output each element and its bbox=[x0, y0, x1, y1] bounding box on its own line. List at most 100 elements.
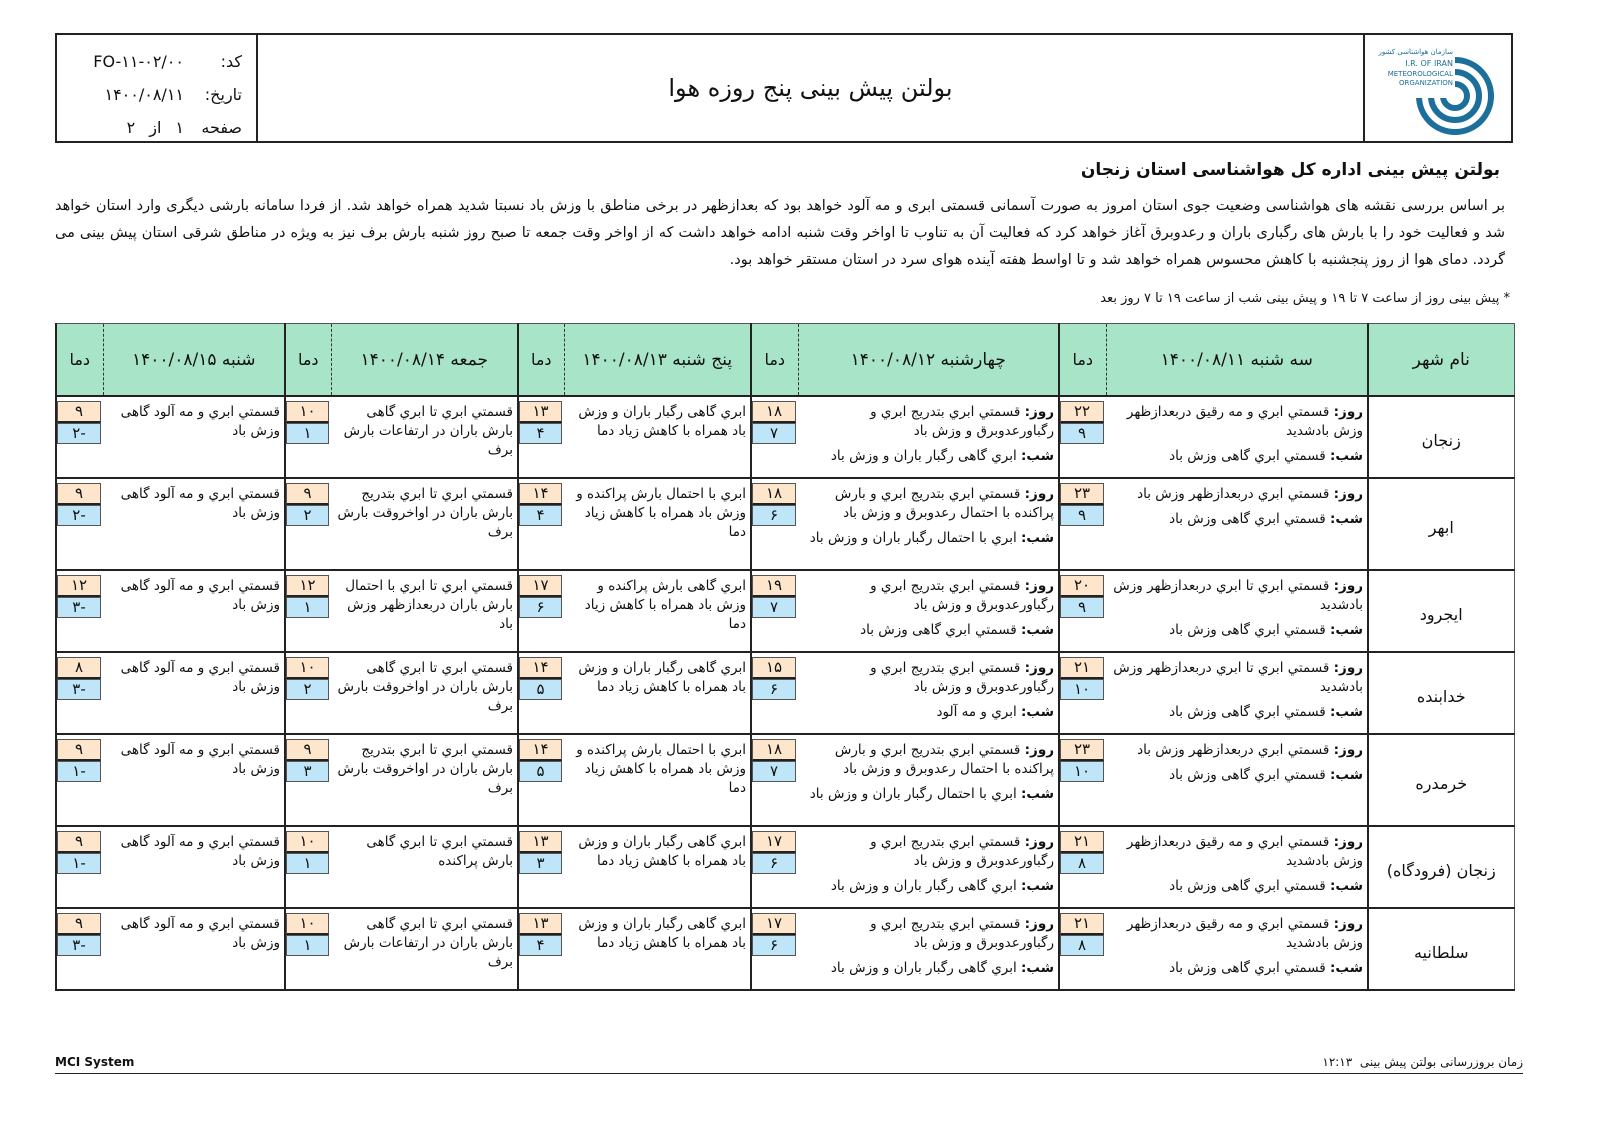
max-temp: ۹ bbox=[57, 739, 101, 761]
max-temp: ۹ bbox=[57, 401, 101, 423]
forecast-cell: ابري با احتمال بارش پراكنده و وزش باد هم… bbox=[564, 478, 751, 571]
temperature-cell: ۲۳ ۱۰ bbox=[1058, 734, 1106, 827]
max-temp: ۱۸ bbox=[752, 739, 796, 761]
bulletin-header: کد: FO-۱۱-۰۲/۰۰ تاریخ: ۱۴۰۰/۰۸/۱۱ صفحه ۱ از ۲… bbox=[55, 33, 1513, 143]
max-temp: ۲۳ bbox=[1060, 739, 1104, 761]
document-meta: کد: FO-۱۱-۰۲/۰۰ تاریخ: ۱۴۰۰/۰۸/۱۱ صفحه ۱ از ۲ bbox=[57, 35, 258, 141]
city-row: ایجرود روز: قسمتي ابري تا ابري دربعدازظه… bbox=[55, 570, 1515, 653]
temperature-cell: ۱۴ ۴ bbox=[517, 478, 564, 571]
day-header: شنبه ۱۴۰۰/۰۸/۱۵ bbox=[102, 323, 285, 397]
city-name: زنجان (فرودگاه) bbox=[1367, 826, 1515, 909]
min-temp: ۶ bbox=[752, 679, 796, 700]
night-forecast: قسمتي ابري گاهی وزش باد bbox=[1169, 960, 1326, 976]
bulletin-subtitle: بولتن پیش بینی اداره کل هواشناسی استان ز… bbox=[1080, 160, 1500, 180]
forecast-cell: قسمتي ابري تا ابري با احتمال بارش باران … bbox=[331, 570, 518, 653]
of-label: از bbox=[149, 118, 162, 137]
temperature-cell: ۲۰ ۹ bbox=[1058, 570, 1106, 653]
forecast-cell: قسمتي ابري و مه آلود گاهی وزش باد bbox=[103, 570, 285, 653]
day-label: روز: bbox=[1024, 578, 1054, 594]
forecast-cell: روز: قسمتي ابري بتدريج ابري و رگباورعدوب… bbox=[798, 652, 1059, 735]
night-forecast: ابري گاهی رگبار باران و وزش باد bbox=[830, 448, 1017, 464]
footer: MCI System زمان بروزرسانی بولتن پیش بینی… bbox=[55, 1055, 1523, 1074]
night-label: شب: bbox=[1330, 511, 1363, 527]
day-header: جمعه ۱۴۰۰/۰۸/۱۴ bbox=[330, 323, 518, 397]
temperature-cell: ۱۰ ۲ bbox=[284, 652, 331, 735]
temperature-cell: ۱۴ ۵ bbox=[517, 652, 564, 735]
day-forecast: قسمتي ابري بتدريج ابري و رگباورعدوبرق و … bbox=[870, 916, 1054, 951]
forecast-table: نام شهر سه شنبه ۱۴۰۰/۰۸/۱۱ دما چهارشنبه ۱۴… bbox=[55, 323, 1515, 991]
max-temp: ۱۷ bbox=[519, 575, 562, 597]
day-forecast: قسمتي ابري بتدريج ابري و بارش پراكنده با… bbox=[834, 486, 1054, 521]
page-count: ۲ bbox=[126, 118, 136, 137]
min-temp: ۸ bbox=[1060, 853, 1104, 874]
temp-header: دما bbox=[750, 323, 798, 397]
max-temp: ۱۰ bbox=[286, 401, 329, 423]
max-temp: ۲۱ bbox=[1060, 913, 1104, 935]
forecast-cell: قسمتي ابري و مه آلود گاهی وزش باد bbox=[103, 478, 285, 571]
forecast-cell: ابري با احتمال بارش پراكنده و وزش باد هم… bbox=[564, 734, 751, 827]
night-label: شب: bbox=[1021, 786, 1054, 802]
max-temp: ۱۹ bbox=[752, 575, 796, 597]
forecast-cell: روز: قسمتي ابري بتدريج ابري و بارش پراكن… bbox=[798, 734, 1059, 827]
page-number: ۱ bbox=[175, 118, 184, 137]
temperature-cell: ۹ ۳ bbox=[284, 734, 331, 827]
forecast-cell: قسمتي ابري و مه آلود گاهی وزش باد bbox=[103, 908, 285, 991]
forecast-cell: روز: قسمتي ابري بتدريج ابري و رگباورعدوب… bbox=[798, 396, 1059, 479]
forecast-cell: قسمتي ابري تا ابري گاهی بارش باران در ار… bbox=[331, 396, 518, 479]
day-label: روز: bbox=[1333, 404, 1363, 420]
day-label: روز: bbox=[1024, 404, 1054, 420]
day-header: چهارشنبه ۱۴۰۰/۰۸/۱۲ bbox=[797, 323, 1059, 397]
city-row: زنجان (فرودگاه) روز: قسمتي ابري و مه رقي… bbox=[55, 826, 1515, 909]
page-label: صفحه bbox=[201, 118, 242, 137]
day-forecast: قسمتي ابري بتدريج ابري و رگباورعدوبرق و … bbox=[870, 834, 1054, 869]
temperature-cell: ۱۵ ۶ bbox=[750, 652, 798, 735]
forecast-time-note: * پیش بینی روز از ساعت ۷ تا ۱۹ و پیش بین… bbox=[1100, 291, 1510, 306]
day-header: سه شنبه ۱۴۰۰/۰۸/۱۱ bbox=[1105, 323, 1368, 397]
min-temp: ۱ bbox=[286, 597, 329, 618]
min-temp: -۳ bbox=[57, 597, 101, 618]
svg-text:I.R. OF IRAN: I.R. OF IRAN bbox=[1405, 59, 1453, 68]
temperature-cell: ۹ ۲ bbox=[284, 478, 331, 571]
forecast-cell: روز: قسمتي ابري بتدريج ابري و رگباورعدوب… bbox=[798, 826, 1059, 909]
max-temp: ۸ bbox=[57, 657, 101, 679]
day-label: روز: bbox=[1024, 660, 1054, 676]
temperature-cell: ۱۷ ۶ bbox=[750, 908, 798, 991]
max-temp: ۲۱ bbox=[1060, 657, 1104, 679]
temp-header: دما bbox=[284, 323, 331, 397]
day-forecast: قسمتي ابري و مه رقيق دربعدازظهر وزش بادش… bbox=[1126, 404, 1363, 439]
temperature-cell: ۲۲ ۹ bbox=[1058, 396, 1106, 479]
temperature-cell: ۱۴ ۵ bbox=[517, 734, 564, 827]
temperature-cell: ۹ -۱ bbox=[55, 734, 103, 827]
forecast-cell: ابري گاهی رگبار باران و وزش باد همراه با… bbox=[564, 652, 751, 735]
max-temp: ۱۲ bbox=[286, 575, 329, 597]
max-temp: ۱۳ bbox=[519, 401, 562, 423]
max-temp: ۱۸ bbox=[752, 401, 796, 423]
min-temp: ۶ bbox=[752, 853, 796, 874]
day-label: روز: bbox=[1333, 742, 1363, 758]
max-temp: ۱۴ bbox=[519, 483, 562, 505]
day-label: روز: bbox=[1333, 578, 1363, 594]
meteorological-organization-logo: سازمان هواشناسی کشور I.R. OF IRAN METEOR… bbox=[1363, 35, 1511, 141]
max-temp: ۹ bbox=[286, 483, 329, 505]
day-label: روز: bbox=[1333, 916, 1363, 932]
temperature-cell: ۱۷ ۶ bbox=[517, 570, 564, 653]
max-temp: ۱۸ bbox=[752, 483, 796, 505]
temperature-cell: ۱۸ ۷ bbox=[750, 734, 798, 827]
forecast-cell: قسمتي ابري و مه آلود گاهی وزش باد bbox=[103, 826, 285, 909]
day-forecast: قسمتي ابري تا ابري دربعدازظهر وزش بادشدي… bbox=[1113, 578, 1363, 613]
night-label: شب: bbox=[1021, 878, 1054, 894]
min-temp: -۱ bbox=[57, 761, 101, 782]
update-time: زمان بروزرسانی بولتن پیش بینی ۱۲:۱۳ bbox=[1322, 1055, 1523, 1069]
min-temp: ۱ bbox=[286, 935, 329, 956]
max-temp: ۹ bbox=[286, 739, 329, 761]
max-temp: ۱۴ bbox=[519, 739, 562, 761]
temperature-cell: ۲۱ ۸ bbox=[1058, 908, 1106, 991]
temperature-cell: ۱۸ ۷ bbox=[750, 396, 798, 479]
forecast-cell: ابري گاهی رگبار باران و وزش باد همراه با… bbox=[564, 396, 751, 479]
min-temp: ۵ bbox=[519, 679, 562, 700]
city-name: زنجان bbox=[1367, 396, 1515, 479]
day-forecast: قسمتي ابري بتدريج ابري و رگباورعدوبرق و … bbox=[870, 578, 1054, 613]
min-temp: ۴ bbox=[519, 935, 562, 956]
night-label: شب: bbox=[1021, 448, 1054, 464]
temperature-cell: ۱۰ ۱ bbox=[284, 396, 331, 479]
